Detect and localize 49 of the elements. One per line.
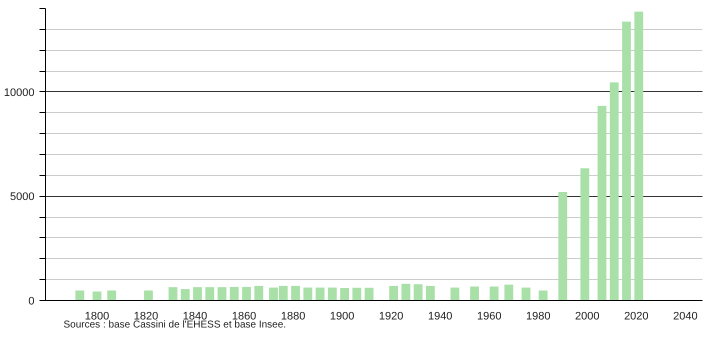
bar — [168, 287, 178, 300]
bar — [598, 106, 606, 300]
bar — [414, 284, 423, 300]
bar — [610, 82, 619, 300]
x-tick-label: 1980 — [526, 310, 550, 322]
bar — [352, 288, 362, 300]
source-note: Sources : base Cassini de l'EHESS et base Insee. — [64, 320, 286, 330]
x-tick-label: 1940 — [428, 310, 452, 322]
bar — [450, 288, 460, 300]
y-tick-label: 0 — [28, 296, 35, 308]
bar — [92, 292, 102, 300]
x-tick-label: 1920 — [378, 310, 404, 322]
bar — [364, 288, 374, 300]
y-tick-label: 5000 — [10, 191, 35, 204]
bar — [254, 286, 264, 300]
bar — [242, 286, 251, 300]
bar — [490, 286, 499, 300]
y-tick-label: 10000 — [4, 86, 35, 99]
x-tick-label: 2020 — [624, 310, 649, 322]
bar — [303, 288, 312, 300]
x-tick-label: 1880 — [280, 310, 306, 322]
bar — [180, 289, 190, 300]
bar — [580, 168, 590, 300]
x-tick-label: 2040 — [673, 310, 698, 322]
bar — [291, 286, 300, 300]
bar — [470, 286, 479, 300]
bar — [328, 288, 337, 300]
bar — [538, 290, 548, 300]
bar — [340, 288, 349, 300]
x-tick-label: 1800 — [84, 310, 110, 322]
bar — [75, 290, 84, 300]
bar — [634, 12, 644, 300]
bar — [107, 290, 116, 300]
x-tick-label: 1960 — [476, 310, 502, 322]
bar — [144, 290, 153, 300]
bar — [401, 284, 410, 300]
bar — [504, 284, 514, 300]
bar — [218, 287, 226, 300]
bar — [230, 286, 239, 300]
bar — [622, 22, 631, 300]
bar — [389, 286, 398, 300]
bar — [426, 286, 435, 300]
bar — [522, 288, 530, 300]
x-tick-label: 1900 — [330, 310, 354, 322]
bar — [193, 287, 202, 300]
x-tick-label: 2000 — [575, 310, 600, 322]
bar — [316, 288, 324, 300]
bar — [205, 287, 214, 300]
bar — [558, 192, 568, 300]
